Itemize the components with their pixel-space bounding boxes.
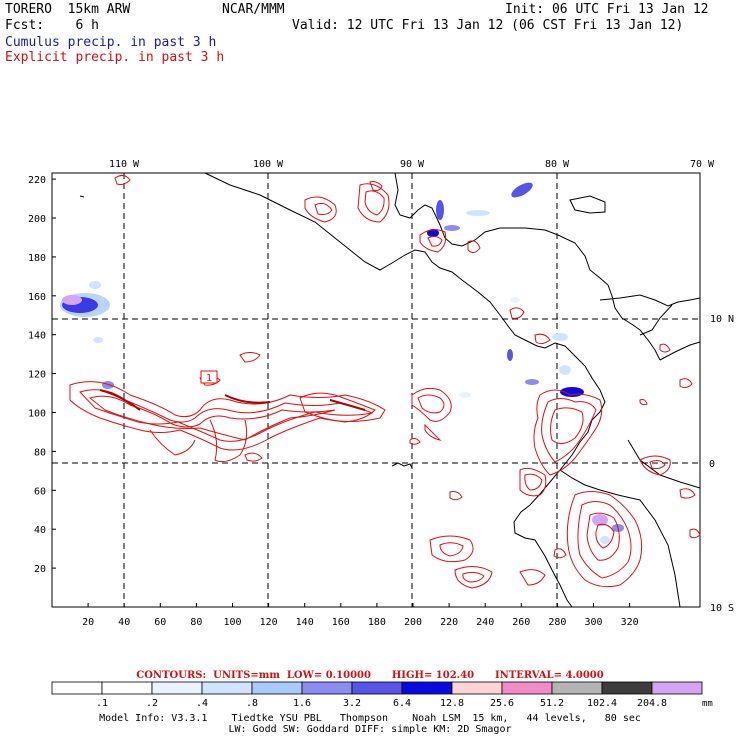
x-tick-label: 100 [223,617,241,628]
colorbar-swatch [501,681,553,695]
colorbar-unit: mm [702,699,713,709]
x-tick-label: 40 [118,617,130,628]
heavy-precip-contours [99,389,366,411]
explicit-precip-contours [69,174,701,589]
y-tick-label: 100 [28,409,46,420]
lon-label: 70 W [690,159,715,170]
y-tick-label: 60 [34,486,46,497]
y-tick-label: 180 [28,253,46,264]
valid-time: Valid: 12 UTC Fri 13 Jan 12 (06 CST Fri … [292,18,684,33]
x-tick-label: 120 [260,617,278,628]
y-axis-ticks: 220 200 180 160 140 120 100 80 60 40 20 [28,175,56,575]
org-label: NCAR/MMM [222,2,285,17]
colorbar-label: .1 [96,698,108,709]
graticule [52,173,700,607]
y-tick-label: 140 [28,331,46,342]
colorbar-label: .8 [246,698,258,709]
colorbar-label: .2 [146,698,158,709]
x-tick-label: 200 [404,617,422,628]
colorbar-label: 1.6 [293,698,311,709]
lat-label: 10 S [710,603,734,614]
x-tick-label: 320 [621,617,639,628]
contour-label-text: 1 [206,373,212,384]
colorbar-label: 6.4 [393,698,411,709]
lon-labels: 110 W 100 W 90 W 80 W 70 W [109,159,715,170]
y-tick-label: 160 [28,292,46,303]
lat-label: 0 [709,459,715,470]
colorbar-label: 3.2 [343,698,361,709]
y-tick-label: 40 [34,525,46,536]
x-tick-label: 280 [548,617,566,628]
x-tick-label: 20 [82,617,94,628]
x-tick-label: 160 [332,617,350,628]
contours-label: CONTOURS: [136,670,207,681]
colorbar: .1 .2 .4 .8 1.6 3.2 6.4 12.8 25.6 51.2 102.4 204.8 [51,681,703,709]
model-info-line1: Model Info: V3.3.1 Tiedtke YSU PBL Thomp… [99,713,641,724]
x-tick-label: 300 [584,617,602,628]
forecast-hour: Fcst: 6 h [5,18,99,33]
x-axis-ticks: 20 40 60 80 100 120 140 160 180 200 220 240 260 280 30… [82,603,639,628]
colorbar-label: 12.8 [440,698,464,709]
colorbar-swatch [51,681,103,695]
y-tick-label: 80 [34,447,46,458]
lon-label: 110 W [109,159,140,170]
init-time: Init: 06 UTC Fri 13 Jan 12 [505,2,709,17]
colorbar-swatch [601,681,653,695]
colorbar-swatch [401,681,453,695]
colorbar-swatch [651,681,703,695]
model-info-line2: LW: Godd SW: Goddard DIFF: simple KM: 2D… [228,724,512,735]
map-frame [51,172,701,608]
colorbar-label: 51.2 [540,698,564,709]
contours-summary: CONTOURS: UNITS=mm LOW= 0.10000 HIGH= 10… [0,670,740,681]
y-tick-label: 20 [34,564,46,575]
x-tick-label: 260 [512,617,530,628]
colorbar-swatch [151,681,203,695]
x-tick-label: 80 [190,617,202,628]
y-tick-label: 220 [28,175,46,186]
colorbar-swatch [551,681,603,695]
field-cumulus-label: Cumulus precip. in past 3 h [5,35,217,50]
lon-label: 90 W [400,159,425,170]
cumulus-precip [60,182,624,544]
colorbar-swatch [451,681,503,695]
colorbar-label: 204.8 [637,698,667,709]
contours-units: UNITS=mm [213,670,280,681]
colorbar-label: 102.4 [587,698,617,709]
coastlines [79,172,701,608]
colorbar-label: .4 [196,698,208,709]
colorbar-swatch [201,681,253,695]
lon-label: 80 W [545,159,570,170]
x-tick-label: 240 [476,617,494,628]
x-tick-label: 220 [440,617,458,628]
x-tick-label: 60 [154,617,166,628]
contour-label-box [200,370,218,384]
model-title: TORERO 15km ARW [5,2,131,17]
contours-interval: INTERVAL= 4.0000 [494,670,604,681]
colorbar-swatch [351,681,403,695]
colorbar-swatch [301,681,353,695]
colorbar-swatch [101,681,153,695]
colorbar-swatch [251,681,303,695]
y-tick-label: 120 [28,370,46,381]
lat-labels: 10 N 0 10 S [709,314,734,614]
field-explicit-label: Explicit precip. in past 3 h [5,50,225,65]
colorbar-label: 25.6 [490,698,514,709]
contours-low: LOW= 0.10000 [286,670,371,681]
lat-label: 10 N [710,314,734,325]
y-tick-label: 200 [28,214,46,225]
x-tick-label: 140 [296,617,314,628]
x-tick-label: 180 [368,617,386,628]
lon-label: 100 W [253,159,284,170]
contours-high: HIGH= 102.40 [391,670,475,681]
